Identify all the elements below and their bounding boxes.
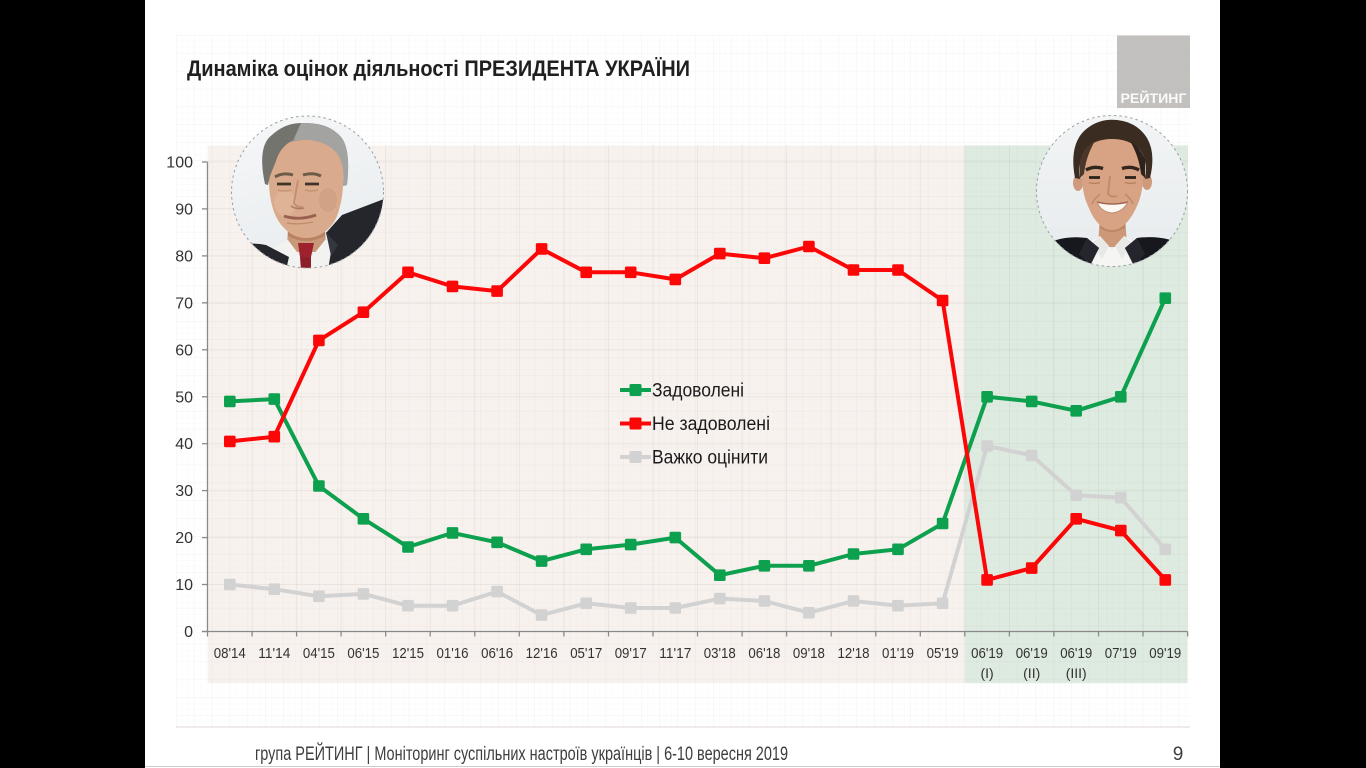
svg-text:11'17: 11'17	[659, 645, 691, 662]
svg-text:80: 80	[175, 248, 193, 265]
svg-text:05'19: 05'19	[927, 645, 959, 662]
svg-text:(I): (I)	[980, 665, 993, 681]
svg-text:50: 50	[175, 389, 193, 406]
svg-text:04'15: 04'15	[303, 645, 335, 662]
svg-text:12'15: 12'15	[392, 645, 424, 662]
svg-text:(III): (III)	[1066, 665, 1087, 681]
svg-text:20: 20	[175, 530, 193, 547]
svg-text:08'14: 08'14	[214, 645, 246, 662]
svg-text:Задоволені: Задоволені	[652, 381, 744, 402]
svg-text:06'15: 06'15	[347, 645, 379, 662]
svg-text:03'18: 03'18	[704, 645, 736, 662]
svg-text:90: 90	[175, 201, 193, 218]
svg-text:07'19: 07'19	[1105, 645, 1137, 662]
svg-text:06'16: 06'16	[481, 645, 513, 662]
svg-text:06'19: 06'19	[971, 645, 1003, 662]
svg-text:11'14: 11'14	[258, 645, 290, 662]
svg-text:10: 10	[175, 577, 193, 594]
svg-text:09'19: 09'19	[1149, 645, 1181, 662]
svg-text:Динаміка оцінок діяльності ПРЕ: Динаміка оцінок діяльності ПРЕЗИДЕНТА УК…	[187, 56, 690, 81]
svg-text:100: 100	[166, 155, 193, 172]
svg-text:Не задоволені: Не задоволені	[652, 414, 770, 435]
svg-text:60: 60	[175, 342, 193, 359]
svg-text:06'19: 06'19	[1060, 645, 1092, 662]
svg-text:05'17: 05'17	[570, 645, 602, 662]
svg-text:12'16: 12'16	[526, 645, 558, 662]
svg-text:група РЕЙТИНГ | Моніторинг сус: група РЕЙТИНГ | Моніторинг суспільних на…	[255, 743, 788, 765]
svg-text:01'16: 01'16	[437, 645, 469, 662]
svg-text:09'17: 09'17	[615, 645, 647, 662]
svg-text:12'18: 12'18	[838, 645, 870, 662]
svg-text:01'19: 01'19	[882, 645, 914, 662]
svg-text:0: 0	[184, 624, 193, 641]
svg-text:06'19: 06'19	[1016, 645, 1048, 662]
svg-text:70: 70	[175, 295, 193, 312]
svg-text:09'18: 09'18	[793, 645, 825, 662]
svg-text:40: 40	[175, 436, 193, 453]
svg-text:30: 30	[175, 483, 193, 500]
svg-text:Важко оцінити: Важко оцінити	[652, 448, 768, 469]
svg-text:РЕЙТИНГ: РЕЙТИНГ	[1121, 91, 1187, 106]
svg-text:06'18: 06'18	[748, 645, 780, 662]
svg-text:9: 9	[1173, 744, 1184, 765]
svg-text:(II): (II)	[1023, 665, 1040, 681]
